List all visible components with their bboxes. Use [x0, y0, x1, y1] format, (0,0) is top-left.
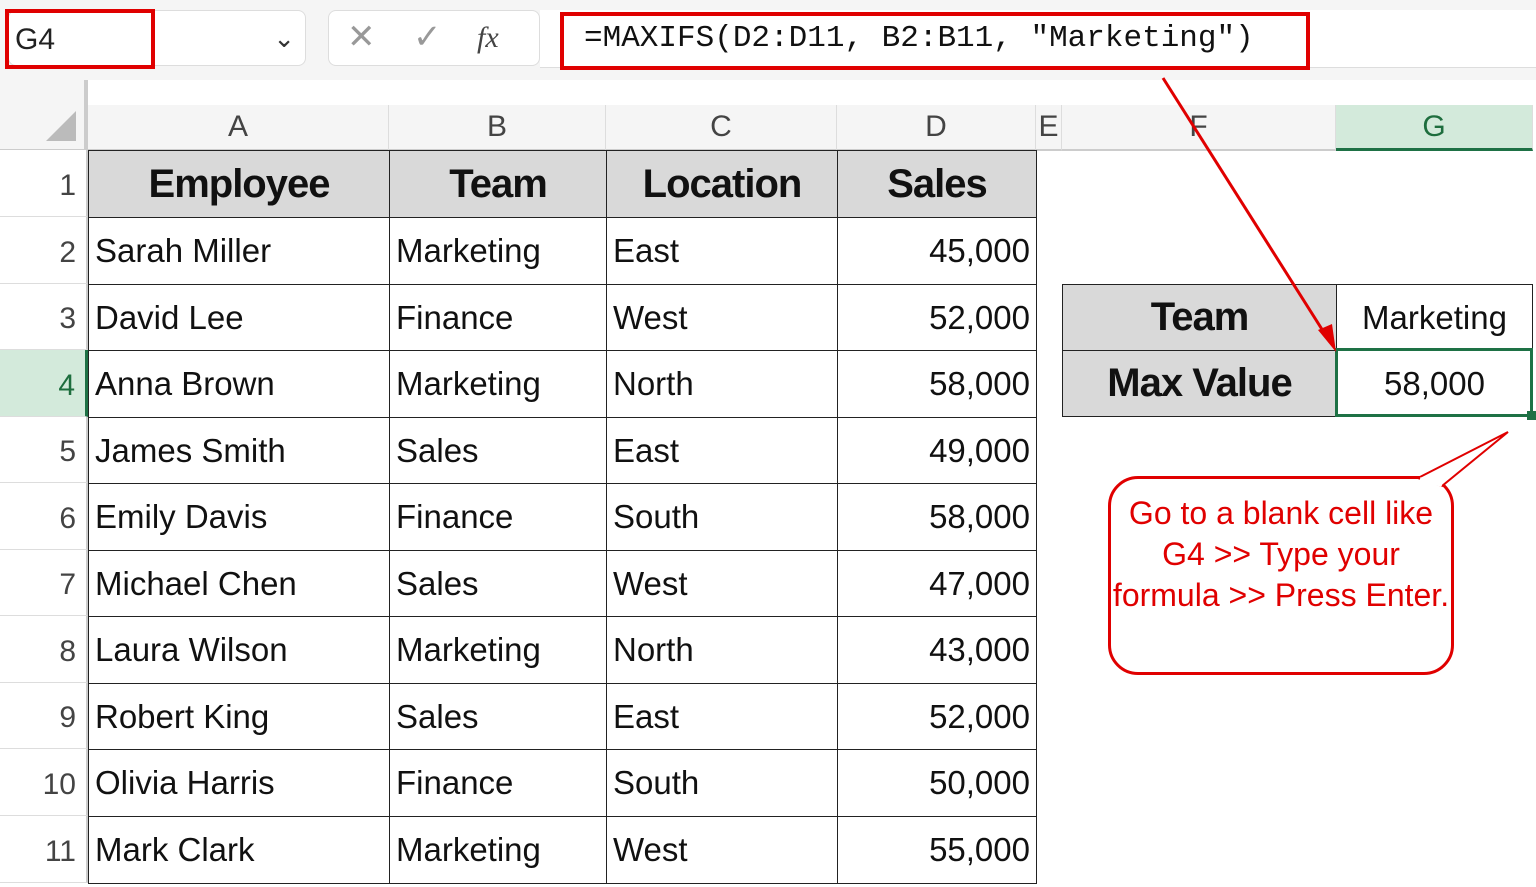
- column-header-g[interactable]: G: [1336, 105, 1533, 151]
- table-cell[interactable]: South: [606, 483, 838, 551]
- name-box[interactable]: G4 ⌄: [5, 9, 306, 69]
- name-box-value[interactable]: G4: [15, 23, 56, 56]
- row-header-1[interactable]: 1: [0, 150, 88, 217]
- header-cell-location[interactable]: Location: [606, 150, 838, 218]
- summary-max-label[interactable]: Max Value: [1062, 350, 1337, 417]
- arrow-head-icon: [1318, 324, 1336, 352]
- table-cell[interactable]: Michael Chen: [88, 550, 390, 617]
- header-cell-employee[interactable]: Employee: [88, 150, 390, 218]
- table-cell[interactable]: 47,000: [837, 550, 1037, 617]
- enter-icon[interactable]: ✓: [413, 18, 442, 56]
- table-cell[interactable]: Robert King: [88, 683, 390, 750]
- active-cell-border: [1335, 348, 1533, 417]
- table-cell[interactable]: Finance: [389, 483, 607, 551]
- table-cell[interactable]: Finance: [389, 284, 607, 351]
- name-box-highlight: [5, 9, 155, 69]
- table-cell[interactable]: East: [606, 417, 838, 484]
- header-cell-sales[interactable]: Sales: [837, 150, 1037, 218]
- row-header-2[interactable]: 2: [0, 217, 88, 284]
- row-header-7[interactable]: 7: [0, 550, 88, 616]
- select-all-button[interactable]: [0, 80, 88, 151]
- row-header-3[interactable]: 3: [0, 284, 88, 350]
- row-header-4[interactable]: 4: [0, 350, 88, 417]
- table-cell[interactable]: Mark Clark: [88, 816, 390, 884]
- table-cell[interactable]: 55,000: [837, 816, 1037, 884]
- column-header-d[interactable]: D: [837, 105, 1036, 151]
- cancel-icon[interactable]: ✕: [347, 18, 376, 56]
- table-cell[interactable]: David Lee: [88, 284, 390, 351]
- row-header-5[interactable]: 5: [0, 417, 88, 483]
- chevron-down-icon[interactable]: ⌄: [273, 23, 295, 53]
- row-header-9[interactable]: 9: [0, 683, 88, 749]
- table-cell[interactable]: Olivia Harris: [88, 749, 390, 817]
- table-cell[interactable]: 43,000: [837, 616, 1037, 684]
- row-header-6[interactable]: 6: [0, 483, 88, 550]
- table-cell[interactable]: Sarah Miller: [88, 217, 390, 285]
- column-header-a[interactable]: A: [88, 105, 389, 151]
- arrow-line: [1161, 77, 1332, 343]
- row-header-10[interactable]: 10: [0, 749, 88, 816]
- column-header-f[interactable]: F: [1062, 105, 1336, 151]
- column-header-e[interactable]: E: [1036, 105, 1062, 151]
- formula-input[interactable]: =MAXIFS(D2:D11, B2:B11, "Marketing"): [560, 12, 1310, 70]
- fill-handle[interactable]: [1527, 411, 1536, 420]
- table-cell[interactable]: Marketing: [389, 350, 607, 418]
- row-header-8[interactable]: 8: [0, 616, 88, 683]
- summary-team-value[interactable]: Marketing: [1336, 284, 1533, 351]
- insert-function-icon[interactable]: fx: [477, 21, 499, 54]
- table-cell[interactable]: 49,000: [837, 417, 1037, 484]
- row-header-11[interactable]: 11: [0, 816, 88, 883]
- table-cell[interactable]: 50,000: [837, 749, 1037, 817]
- summary-team-label[interactable]: Team: [1062, 284, 1337, 351]
- table-cell[interactable]: Finance: [389, 749, 607, 817]
- formula-buttons: ✕ ✓ fx: [328, 10, 540, 66]
- table-cell[interactable]: 52,000: [837, 683, 1037, 750]
- callout-box: Go to a blank cell like G4 >> Type your …: [1108, 476, 1454, 675]
